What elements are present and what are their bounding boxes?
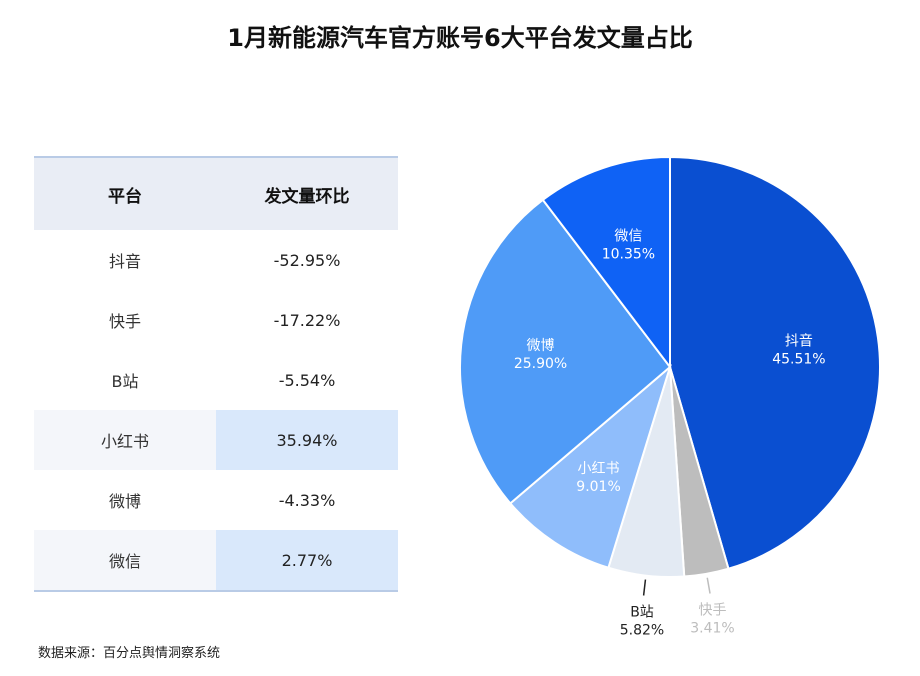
pie-slice (459, 198, 672, 505)
table-row: 小红书 35.94% (34, 410, 398, 470)
table-cell-platform: 快手 (108, 312, 141, 331)
pie-slice-value: 9.01% (576, 479, 620, 495)
table-cell-change: -4.33% (278, 490, 336, 510)
pie-slice-value: 3.41% (690, 620, 734, 636)
table-header-row: 平台 发文量环比 (34, 158, 398, 230)
table-cell-platform: 微信 (34, 530, 216, 590)
pie-slice-value: 45.51% (772, 352, 825, 368)
table-row: 快手 -17.22% (34, 290, 398, 350)
table-cell-platform: 微博 (108, 492, 141, 511)
pie-slice-name: 微博 (527, 337, 555, 354)
table-cell-change: -5.54% (278, 370, 336, 390)
table-cell-change: 2.77% (216, 530, 398, 590)
table-row: 微信 2.77% (34, 530, 398, 590)
table-row: B站 -5.54% (34, 350, 398, 410)
pie-slice-name: B站 (630, 604, 654, 620)
table-cell-change: -17.22% (273, 310, 341, 330)
table-header-change: 发文量环比 (264, 186, 350, 207)
table-cell-platform: B站 (111, 372, 139, 391)
table-cell-platform: 抖音 (108, 252, 141, 271)
pie-slice (508, 364, 672, 570)
table-cell-platform: 小红书 (34, 410, 216, 470)
pie-slice-name: 小红书 (578, 461, 620, 477)
pie-slice-name: 快手 (698, 602, 726, 618)
platform-table: 平台 发文量环比 抖音 -52.95% 快手 -17.22% B站 -5.54% 小红书 35… (34, 156, 398, 592)
pie-leader-line (706, 577, 711, 594)
table-cell-change: -52.95% (273, 250, 341, 270)
pie-slice-value: 10.35% (602, 247, 655, 263)
table-row: 抖音 -52.95% (34, 230, 398, 290)
pie-slice (541, 155, 671, 370)
pie-slice-value: 25.90% (514, 356, 567, 372)
pie-slice-name: 抖音 (785, 333, 813, 350)
pie-slice-value: 5.82% (620, 622, 664, 638)
pie-slice (669, 155, 881, 570)
chart-title: 1月新能源汽车官方账号6大平台发文量占比 (227, 24, 693, 52)
table-row: 微博 -4.33% (34, 470, 398, 530)
data-source: 数据来源：百分点舆情洞察系统 (38, 646, 221, 661)
table-header-platform: 平台 (108, 186, 142, 207)
pie-slice-name: 微信 (614, 229, 642, 245)
table-cell-change: 35.94% (216, 410, 398, 470)
pie-leader-line (642, 579, 647, 596)
